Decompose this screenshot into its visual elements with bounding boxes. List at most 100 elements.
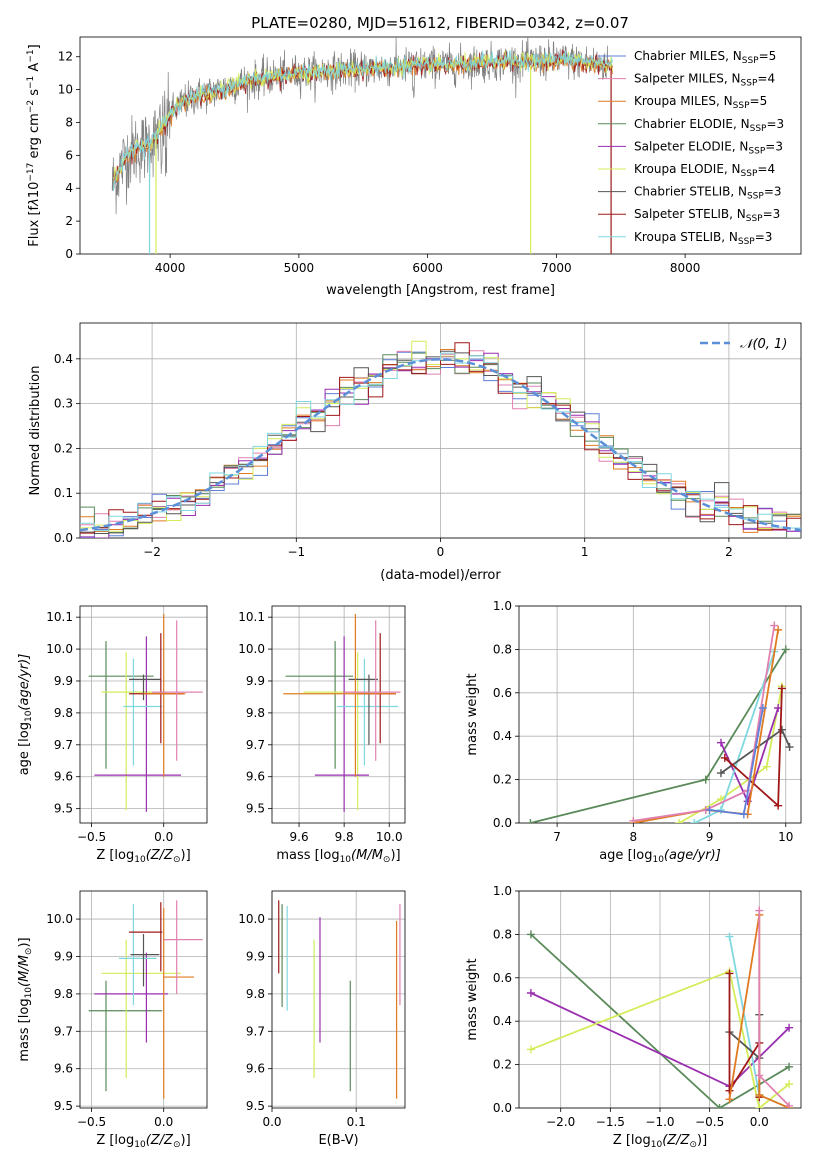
panel-age_vs_z: −0.5 0.0 9.5 9.6 9.7 9.8 9.9 10.0 10.1 Z [log10(Z… [17,605,208,865]
plot-area [283,613,401,812]
series-point-marker [720,753,729,762]
legend-entry: Kroupa ELODIE, NSSP=4 [634,162,775,179]
hist-step-kroupa_stelib [80,352,801,532]
x-tick-label: 9.8 [335,830,354,844]
legend-entry: Salpeter STELIB, NSSP=3 [634,207,780,224]
y-tick-label: 0 [65,247,73,261]
x-tick-label: −2 [143,545,161,559]
series-point-marker [777,725,786,734]
y-tick-label: 0.1 [54,486,73,500]
legend-entry: Chabrier MILES, NSSP=5 [634,49,776,66]
x-tick-label: −1 [287,545,305,559]
y-tick-label: 4 [65,181,73,195]
y-tick-label: 9.8 [246,987,265,1001]
y-tick-label: 6 [65,148,73,162]
y-tick-label: 9.7 [54,1024,73,1038]
y-tick-label: 10.0 [238,912,265,926]
plot-area [88,613,203,812]
y-tick-label: 9.6 [54,1062,73,1076]
axes-frame [271,605,406,824]
series-point-marker [725,969,734,978]
y-tick-label: 9.9 [246,949,265,963]
y-tick-label: 2 [65,214,73,228]
legend-entry: Chabrier ELODIE, NSSP=3 [634,117,784,134]
panel-weight_vs_age: 7 8 9 10 0.0 0.2 0.4 0.6 0.8 1.0 age [log10(age/yr… [465,599,802,865]
y-tick-label: 9.9 [54,949,73,963]
series-point-marker [716,769,725,778]
series-point-marker [785,1101,794,1108]
x-axis-label: Z [log10(Z/Z⊙)] [96,1133,190,1150]
series-point-marker [690,819,699,823]
y-tick-label: 10 [58,83,73,97]
legend-entry: Salpeter MILES, NSSP=4 [634,72,775,89]
series-point-marker [526,819,535,823]
y-tick-label: 0.3 [54,397,73,411]
series-point-marker [755,1071,764,1080]
series-point-marker [755,1104,764,1108]
series-point-marker [526,1045,535,1054]
y-tick-label: 0.4 [493,1014,512,1028]
series-line-salpeter_stelib [724,688,783,808]
x-axis-label: age [log10(age/yr)] [599,848,721,865]
series-point-marker [781,645,790,654]
hist-step-salpeter_stelib [80,342,801,534]
x-tick-label: 0.0 [154,1115,173,1129]
series-point-marker [739,810,748,819]
x-tick-label: −0.5 [77,830,106,844]
x-tick-label: 0 [437,545,445,559]
y-tick-label: 9.5 [246,1099,265,1113]
y-tick-label: 10.1 [238,610,265,624]
axes-frame [79,890,208,1109]
legend: Chabrier MILES, NSSP=5 Salpeter MILES, NS… [598,49,784,247]
gridlines [80,606,207,823]
y-tick-label: 0.0 [493,816,512,830]
y-tick-label: 10.0 [46,912,73,926]
y-axis-label: Normed distribution [28,366,43,496]
x-tick-label: −1.0 [645,1115,674,1129]
y-tick-label: 9.6 [246,1062,265,1076]
axes-frame [518,605,802,824]
x-tick-label: −0.5 [77,1115,106,1129]
series-point-marker [716,805,725,814]
series-point-marker [774,801,783,810]
x-tick-label: 0.0 [262,1115,281,1129]
series-point-marker [725,1095,734,1104]
y-tick-label: 8 [65,115,73,129]
x-tick-label: 7000 [541,261,572,275]
x-axis-label: Z [log10(Z/Z⊙)] [613,1133,707,1150]
series-point-marker [755,906,764,915]
legend-entry: Salpeter ELODIE, NSSP=3 [634,139,783,156]
y-tick-label: 9.9 [54,674,73,688]
x-tick-label: 10.0 [376,830,403,844]
plot-area [111,37,613,254]
x-tick-label: −0.5 [695,1115,724,1129]
x-tick-label: 9.6 [290,830,309,844]
series-point-marker [762,762,771,771]
series-point-marker [785,1023,794,1032]
panel-weight_vs_z: −2.0 −1.5 −1.0 −0.5 0.0 0.0 0.2 0.4 0.6 0.8 1.0 Z [… [465,884,802,1150]
y-tick-label: 9.5 [246,802,265,816]
y-tick-label: 0.2 [493,1058,512,1072]
series-line-chabrier_elodie [530,933,790,1108]
y-tick-label: 9.5 [54,802,73,816]
x-axis-label: Z [log10(Z/Z⊙)] [96,848,190,865]
series-point-marker [705,805,714,814]
x-tick-label: 0.0 [154,830,173,844]
panel-mass_vs_ebv: 0.0 0.1 9.5 9.6 9.7 9.8 9.9 10.0 E(B-V) [238,890,406,1148]
plot-area [88,900,203,1099]
series-line-kroupa_elodie [530,970,790,1108]
x-tick-label: 8 [630,830,638,844]
panel-mass_vs_z: −0.5 0.0 9.5 9.6 9.7 9.8 9.9 10.0 Z [log10(Z/Z⊙)… [17,890,208,1150]
y-tick-label: 10.1 [46,610,73,624]
y-tick-label: 9.9 [246,674,265,688]
y-tick-label: 12 [58,50,73,64]
gridlines [271,891,405,1108]
series-point-marker [526,988,535,997]
series-point-marker [701,775,710,784]
y-tick-label: 9.6 [246,770,265,784]
series-point-marker [716,738,725,747]
series-point-marker [785,743,794,752]
x-axis-label: (data-model)/error [380,568,501,583]
x-tick-label: 10 [778,830,793,844]
